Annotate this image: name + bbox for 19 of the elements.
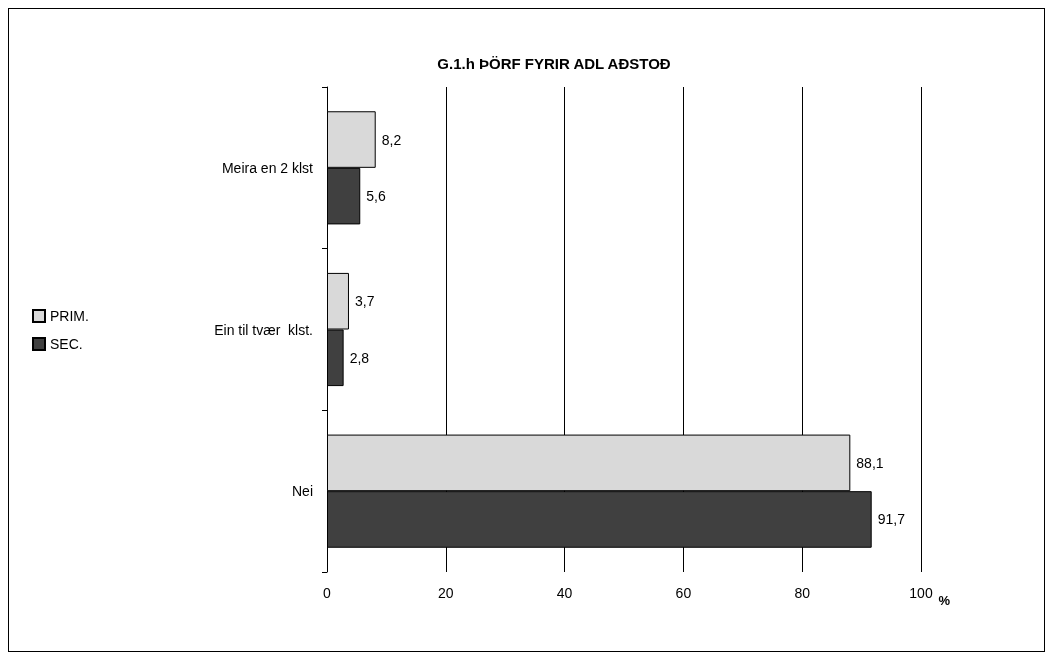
x-tick-label: 40 bbox=[556, 585, 573, 601]
data-label: 2,8 bbox=[349, 349, 370, 366]
x-tick-label: 100 bbox=[909, 585, 933, 601]
y-tick-label: Meira en 2 klst bbox=[221, 159, 314, 176]
x-tick-label: 0 bbox=[323, 585, 332, 601]
x-tick-label: 80 bbox=[794, 585, 811, 601]
data-label: 91,7 bbox=[877, 511, 906, 528]
legend-label: SEC. bbox=[50, 336, 83, 352]
data-label: 5,6 bbox=[366, 188, 386, 205]
y-tick-label: Ein til tvær klst. bbox=[214, 321, 313, 338]
data-label: 8,2 bbox=[381, 131, 402, 148]
x-axis-title: % bbox=[938, 593, 951, 608]
data-label: 3,7 bbox=[354, 293, 375, 310]
chart-title: G.1.h ÞÖRF FYRIR ADL AÐSTOÐ bbox=[437, 55, 671, 72]
legend-label: PRIM. bbox=[50, 308, 89, 324]
y-tick-label: Nei bbox=[291, 483, 313, 500]
data-label: 88,1 bbox=[856, 454, 884, 471]
x-tick-label: 20 bbox=[438, 585, 454, 601]
x-tick-label: 60 bbox=[675, 585, 692, 601]
